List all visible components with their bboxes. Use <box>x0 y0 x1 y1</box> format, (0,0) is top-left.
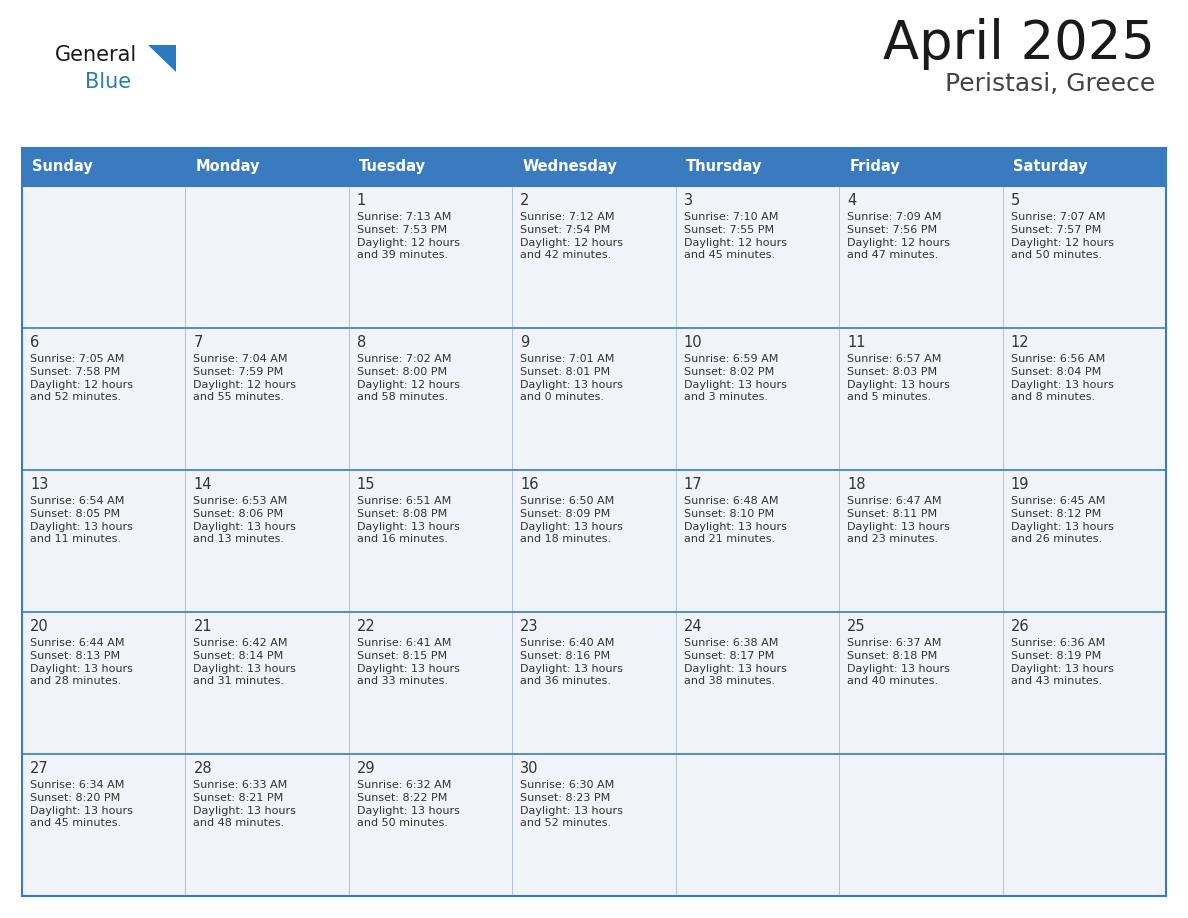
Text: Peristasi, Greece: Peristasi, Greece <box>944 72 1155 96</box>
Text: Sunrise: 6:42 AM
Sunset: 8:14 PM
Daylight: 13 hours
and 31 minutes.: Sunrise: 6:42 AM Sunset: 8:14 PM Dayligh… <box>194 638 296 687</box>
Text: Sunrise: 6:50 AM
Sunset: 8:09 PM
Daylight: 13 hours
and 18 minutes.: Sunrise: 6:50 AM Sunset: 8:09 PM Dayligh… <box>520 496 624 544</box>
Text: Sunrise: 6:45 AM
Sunset: 8:12 PM
Daylight: 13 hours
and 26 minutes.: Sunrise: 6:45 AM Sunset: 8:12 PM Dayligh… <box>1011 496 1113 544</box>
Text: Sunrise: 7:01 AM
Sunset: 8:01 PM
Daylight: 13 hours
and 0 minutes.: Sunrise: 7:01 AM Sunset: 8:01 PM Dayligh… <box>520 354 624 402</box>
Text: Sunrise: 6:40 AM
Sunset: 8:16 PM
Daylight: 13 hours
and 36 minutes.: Sunrise: 6:40 AM Sunset: 8:16 PM Dayligh… <box>520 638 624 687</box>
Text: Thursday: Thursday <box>685 160 762 174</box>
Text: Friday: Friday <box>849 160 899 174</box>
Text: 8: 8 <box>356 335 366 350</box>
Text: Sunrise: 6:48 AM
Sunset: 8:10 PM
Daylight: 13 hours
and 21 minutes.: Sunrise: 6:48 AM Sunset: 8:10 PM Dayligh… <box>684 496 786 544</box>
Text: 6: 6 <box>30 335 39 350</box>
Text: Sunday: Sunday <box>32 160 93 174</box>
Text: 13: 13 <box>30 477 49 492</box>
Text: 30: 30 <box>520 761 539 776</box>
Text: Sunrise: 6:44 AM
Sunset: 8:13 PM
Daylight: 13 hours
and 28 minutes.: Sunrise: 6:44 AM Sunset: 8:13 PM Dayligh… <box>30 638 133 687</box>
Text: Sunrise: 6:30 AM
Sunset: 8:23 PM
Daylight: 13 hours
and 52 minutes.: Sunrise: 6:30 AM Sunset: 8:23 PM Dayligh… <box>520 780 624 828</box>
Text: Sunrise: 6:38 AM
Sunset: 8:17 PM
Daylight: 13 hours
and 38 minutes.: Sunrise: 6:38 AM Sunset: 8:17 PM Dayligh… <box>684 638 786 687</box>
Text: Sunrise: 7:05 AM
Sunset: 7:58 PM
Daylight: 12 hours
and 52 minutes.: Sunrise: 7:05 AM Sunset: 7:58 PM Dayligh… <box>30 354 133 402</box>
Text: Sunrise: 6:54 AM
Sunset: 8:05 PM
Daylight: 13 hours
and 11 minutes.: Sunrise: 6:54 AM Sunset: 8:05 PM Dayligh… <box>30 496 133 544</box>
Text: Sunrise: 6:47 AM
Sunset: 8:11 PM
Daylight: 13 hours
and 23 minutes.: Sunrise: 6:47 AM Sunset: 8:11 PM Dayligh… <box>847 496 950 544</box>
Text: 17: 17 <box>684 477 702 492</box>
Text: April 2025: April 2025 <box>883 18 1155 70</box>
Text: 15: 15 <box>356 477 375 492</box>
Text: 18: 18 <box>847 477 866 492</box>
Text: Sunrise: 6:51 AM
Sunset: 8:08 PM
Daylight: 13 hours
and 16 minutes.: Sunrise: 6:51 AM Sunset: 8:08 PM Dayligh… <box>356 496 460 544</box>
Text: Blue: Blue <box>86 72 131 92</box>
Text: Sunrise: 7:13 AM
Sunset: 7:53 PM
Daylight: 12 hours
and 39 minutes.: Sunrise: 7:13 AM Sunset: 7:53 PM Dayligh… <box>356 212 460 261</box>
Text: 4: 4 <box>847 193 857 208</box>
Text: General: General <box>55 45 138 65</box>
Text: 25: 25 <box>847 619 866 634</box>
Text: 11: 11 <box>847 335 866 350</box>
Text: 5: 5 <box>1011 193 1019 208</box>
Text: Sunrise: 7:04 AM
Sunset: 7:59 PM
Daylight: 12 hours
and 55 minutes.: Sunrise: 7:04 AM Sunset: 7:59 PM Dayligh… <box>194 354 297 402</box>
Text: 14: 14 <box>194 477 211 492</box>
Text: 7: 7 <box>194 335 203 350</box>
Text: Sunrise: 6:59 AM
Sunset: 8:02 PM
Daylight: 13 hours
and 3 minutes.: Sunrise: 6:59 AM Sunset: 8:02 PM Dayligh… <box>684 354 786 402</box>
Bar <box>23 754 1165 896</box>
Text: Sunrise: 6:56 AM
Sunset: 8:04 PM
Daylight: 13 hours
and 8 minutes.: Sunrise: 6:56 AM Sunset: 8:04 PM Dayligh… <box>1011 354 1113 402</box>
Text: 16: 16 <box>520 477 539 492</box>
Bar <box>23 148 1165 186</box>
Text: 19: 19 <box>1011 477 1029 492</box>
Text: Sunrise: 7:09 AM
Sunset: 7:56 PM
Daylight: 12 hours
and 47 minutes.: Sunrise: 7:09 AM Sunset: 7:56 PM Dayligh… <box>847 212 950 261</box>
Text: 28: 28 <box>194 761 211 776</box>
Bar <box>23 470 1165 612</box>
Text: Monday: Monday <box>196 160 260 174</box>
Text: 24: 24 <box>684 619 702 634</box>
Text: Sunrise: 6:53 AM
Sunset: 8:06 PM
Daylight: 13 hours
and 13 minutes.: Sunrise: 6:53 AM Sunset: 8:06 PM Dayligh… <box>194 496 296 544</box>
Text: Sunrise: 6:32 AM
Sunset: 8:22 PM
Daylight: 13 hours
and 50 minutes.: Sunrise: 6:32 AM Sunset: 8:22 PM Dayligh… <box>356 780 460 828</box>
Text: Sunrise: 6:57 AM
Sunset: 8:03 PM
Daylight: 13 hours
and 5 minutes.: Sunrise: 6:57 AM Sunset: 8:03 PM Dayligh… <box>847 354 950 402</box>
Text: Sunrise: 6:41 AM
Sunset: 8:15 PM
Daylight: 13 hours
and 33 minutes.: Sunrise: 6:41 AM Sunset: 8:15 PM Dayligh… <box>356 638 460 687</box>
Bar <box>23 328 1165 470</box>
Bar <box>23 612 1165 754</box>
Text: 2: 2 <box>520 193 530 208</box>
Text: 12: 12 <box>1011 335 1029 350</box>
Text: Wednesday: Wednesday <box>523 160 617 174</box>
Text: 26: 26 <box>1011 619 1029 634</box>
Text: Sunrise: 6:36 AM
Sunset: 8:19 PM
Daylight: 13 hours
and 43 minutes.: Sunrise: 6:36 AM Sunset: 8:19 PM Dayligh… <box>1011 638 1113 687</box>
Bar <box>23 186 1165 328</box>
Text: 9: 9 <box>520 335 530 350</box>
Text: 27: 27 <box>30 761 49 776</box>
Text: Sunrise: 6:34 AM
Sunset: 8:20 PM
Daylight: 13 hours
and 45 minutes.: Sunrise: 6:34 AM Sunset: 8:20 PM Dayligh… <box>30 780 133 828</box>
Text: 3: 3 <box>684 193 693 208</box>
Text: Sunrise: 7:12 AM
Sunset: 7:54 PM
Daylight: 12 hours
and 42 minutes.: Sunrise: 7:12 AM Sunset: 7:54 PM Dayligh… <box>520 212 624 261</box>
Text: Sunrise: 6:37 AM
Sunset: 8:18 PM
Daylight: 13 hours
and 40 minutes.: Sunrise: 6:37 AM Sunset: 8:18 PM Dayligh… <box>847 638 950 687</box>
Text: 21: 21 <box>194 619 211 634</box>
Text: 29: 29 <box>356 761 375 776</box>
Polygon shape <box>148 45 176 72</box>
Text: 1: 1 <box>356 193 366 208</box>
Text: Sunrise: 7:02 AM
Sunset: 8:00 PM
Daylight: 12 hours
and 58 minutes.: Sunrise: 7:02 AM Sunset: 8:00 PM Dayligh… <box>356 354 460 402</box>
Text: 10: 10 <box>684 335 702 350</box>
Text: Tuesday: Tuesday <box>359 160 425 174</box>
Text: Sunrise: 6:33 AM
Sunset: 8:21 PM
Daylight: 13 hours
and 48 minutes.: Sunrise: 6:33 AM Sunset: 8:21 PM Dayligh… <box>194 780 296 828</box>
Text: Saturday: Saturday <box>1012 160 1087 174</box>
Text: 22: 22 <box>356 619 375 634</box>
Text: Sunrise: 7:07 AM
Sunset: 7:57 PM
Daylight: 12 hours
and 50 minutes.: Sunrise: 7:07 AM Sunset: 7:57 PM Dayligh… <box>1011 212 1113 261</box>
Text: Sunrise: 7:10 AM
Sunset: 7:55 PM
Daylight: 12 hours
and 45 minutes.: Sunrise: 7:10 AM Sunset: 7:55 PM Dayligh… <box>684 212 786 261</box>
Text: 23: 23 <box>520 619 539 634</box>
Text: 20: 20 <box>30 619 49 634</box>
